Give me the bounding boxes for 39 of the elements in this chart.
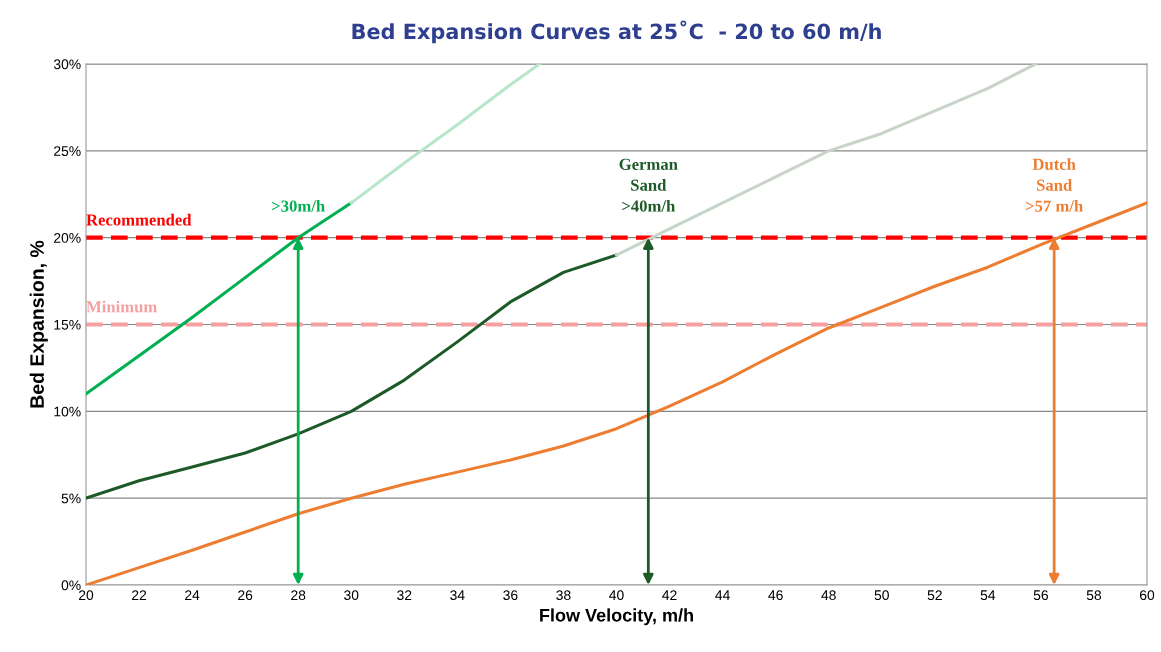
x-tick-label: 52 (927, 590, 942, 601)
x-tick-label: 40 (609, 590, 624, 601)
annotation: German Sand >40m/h (619, 158, 678, 212)
x-tick-label: 36 (503, 590, 518, 601)
x-tick-label: 30 (344, 590, 359, 601)
y-tick-label: 30% (53, 59, 81, 70)
x-tick-label: 34 (450, 590, 465, 601)
x-axis-title: Flow Velocity, m/h (540, 608, 693, 626)
x-tick-label: 46 (768, 590, 783, 601)
y-tick-label: 0% (61, 580, 81, 591)
x-tick-label: 58 (1086, 590, 1102, 601)
x-tick-label: 32 (397, 590, 412, 601)
x-tick-label: 44 (715, 590, 730, 600)
annotation: Dutch Sand >57 m/h (1025, 158, 1083, 212)
x-tick-label: 50 (874, 590, 889, 601)
x-tick-label: 26 (238, 590, 253, 601)
y-tick-label: 15% (54, 319, 81, 330)
x-tick-label: 48 (821, 590, 836, 601)
ref-line-label: Recommended (86, 213, 192, 226)
line-series (86, 201, 353, 396)
x-tick-label: 60 (1139, 590, 1155, 601)
annotation: >30m/h (272, 199, 325, 212)
ref-line-label: Minimum (86, 300, 158, 313)
chart-title: Bed Expansion Curves at 25˚C - 20 to 60 m/h (352, 20, 881, 44)
x-tick-label: 24 (185, 590, 200, 600)
x-tick-label: 42 (662, 590, 677, 600)
y-tick-label: 25% (54, 146, 81, 156)
x-tick-label: 56 (1033, 590, 1049, 601)
x-tick-label: 54 (980, 590, 996, 601)
y-tick-label: 20% (54, 233, 81, 243)
y-tick-label: 10% (54, 406, 81, 417)
x-tick-label: 28 (291, 590, 306, 601)
x-tick-label: 20 (78, 590, 94, 601)
y-axis-title: Bed Expansion, % (29, 240, 48, 408)
x-tick-label: 22 (132, 590, 147, 600)
x-tick-label: 38 (556, 590, 571, 601)
y-tick-label: 5% (61, 493, 81, 504)
line-series (349, 64, 542, 205)
line-series (86, 253, 619, 500)
